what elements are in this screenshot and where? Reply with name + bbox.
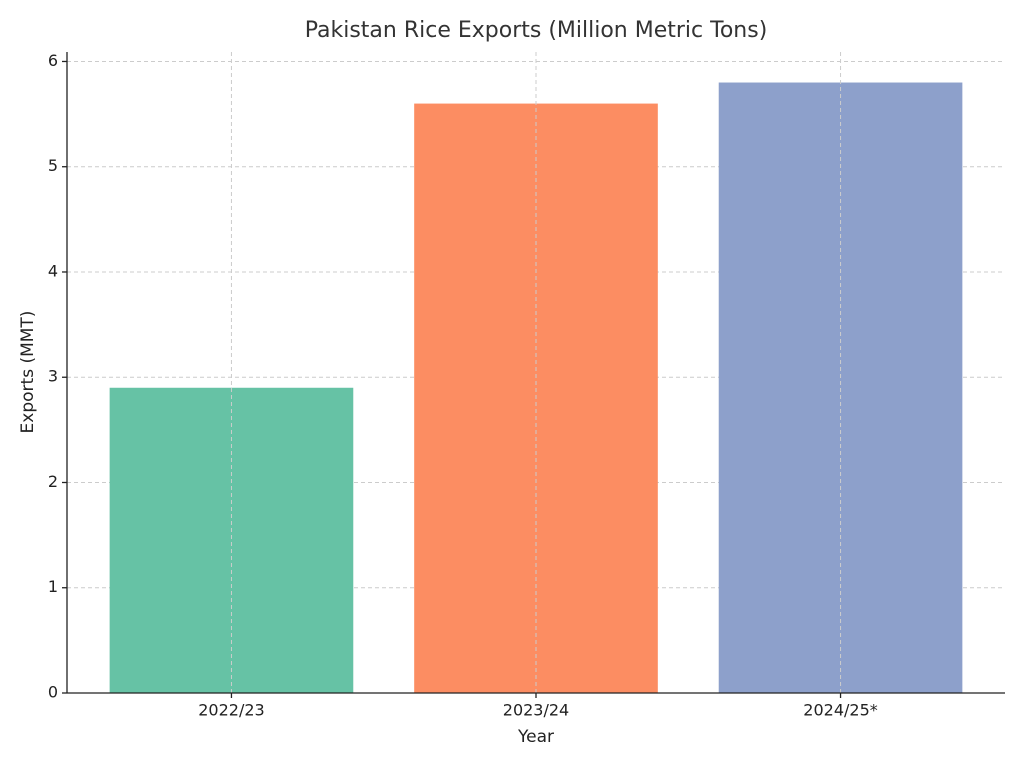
y-tick-label: 1 — [48, 577, 58, 596]
y-tick-label: 3 — [48, 367, 58, 386]
y-tick-label: 2 — [48, 472, 58, 491]
x-tick-label: 2022/23 — [198, 701, 264, 720]
x-tick-label: 2024/25* — [803, 701, 877, 720]
chart-title: Pakistan Rice Exports (Million Metric To… — [305, 18, 768, 43]
y-tick-label: 5 — [48, 156, 58, 175]
x-axis-label: Year — [517, 727, 554, 747]
x-tick-label: 2023/24 — [503, 701, 569, 720]
y-axis-label: Exports (MMT) — [18, 311, 38, 434]
y-tick-label: 0 — [48, 683, 58, 702]
y-tick-label: 6 — [48, 51, 58, 70]
y-tick-label: 4 — [48, 261, 58, 280]
